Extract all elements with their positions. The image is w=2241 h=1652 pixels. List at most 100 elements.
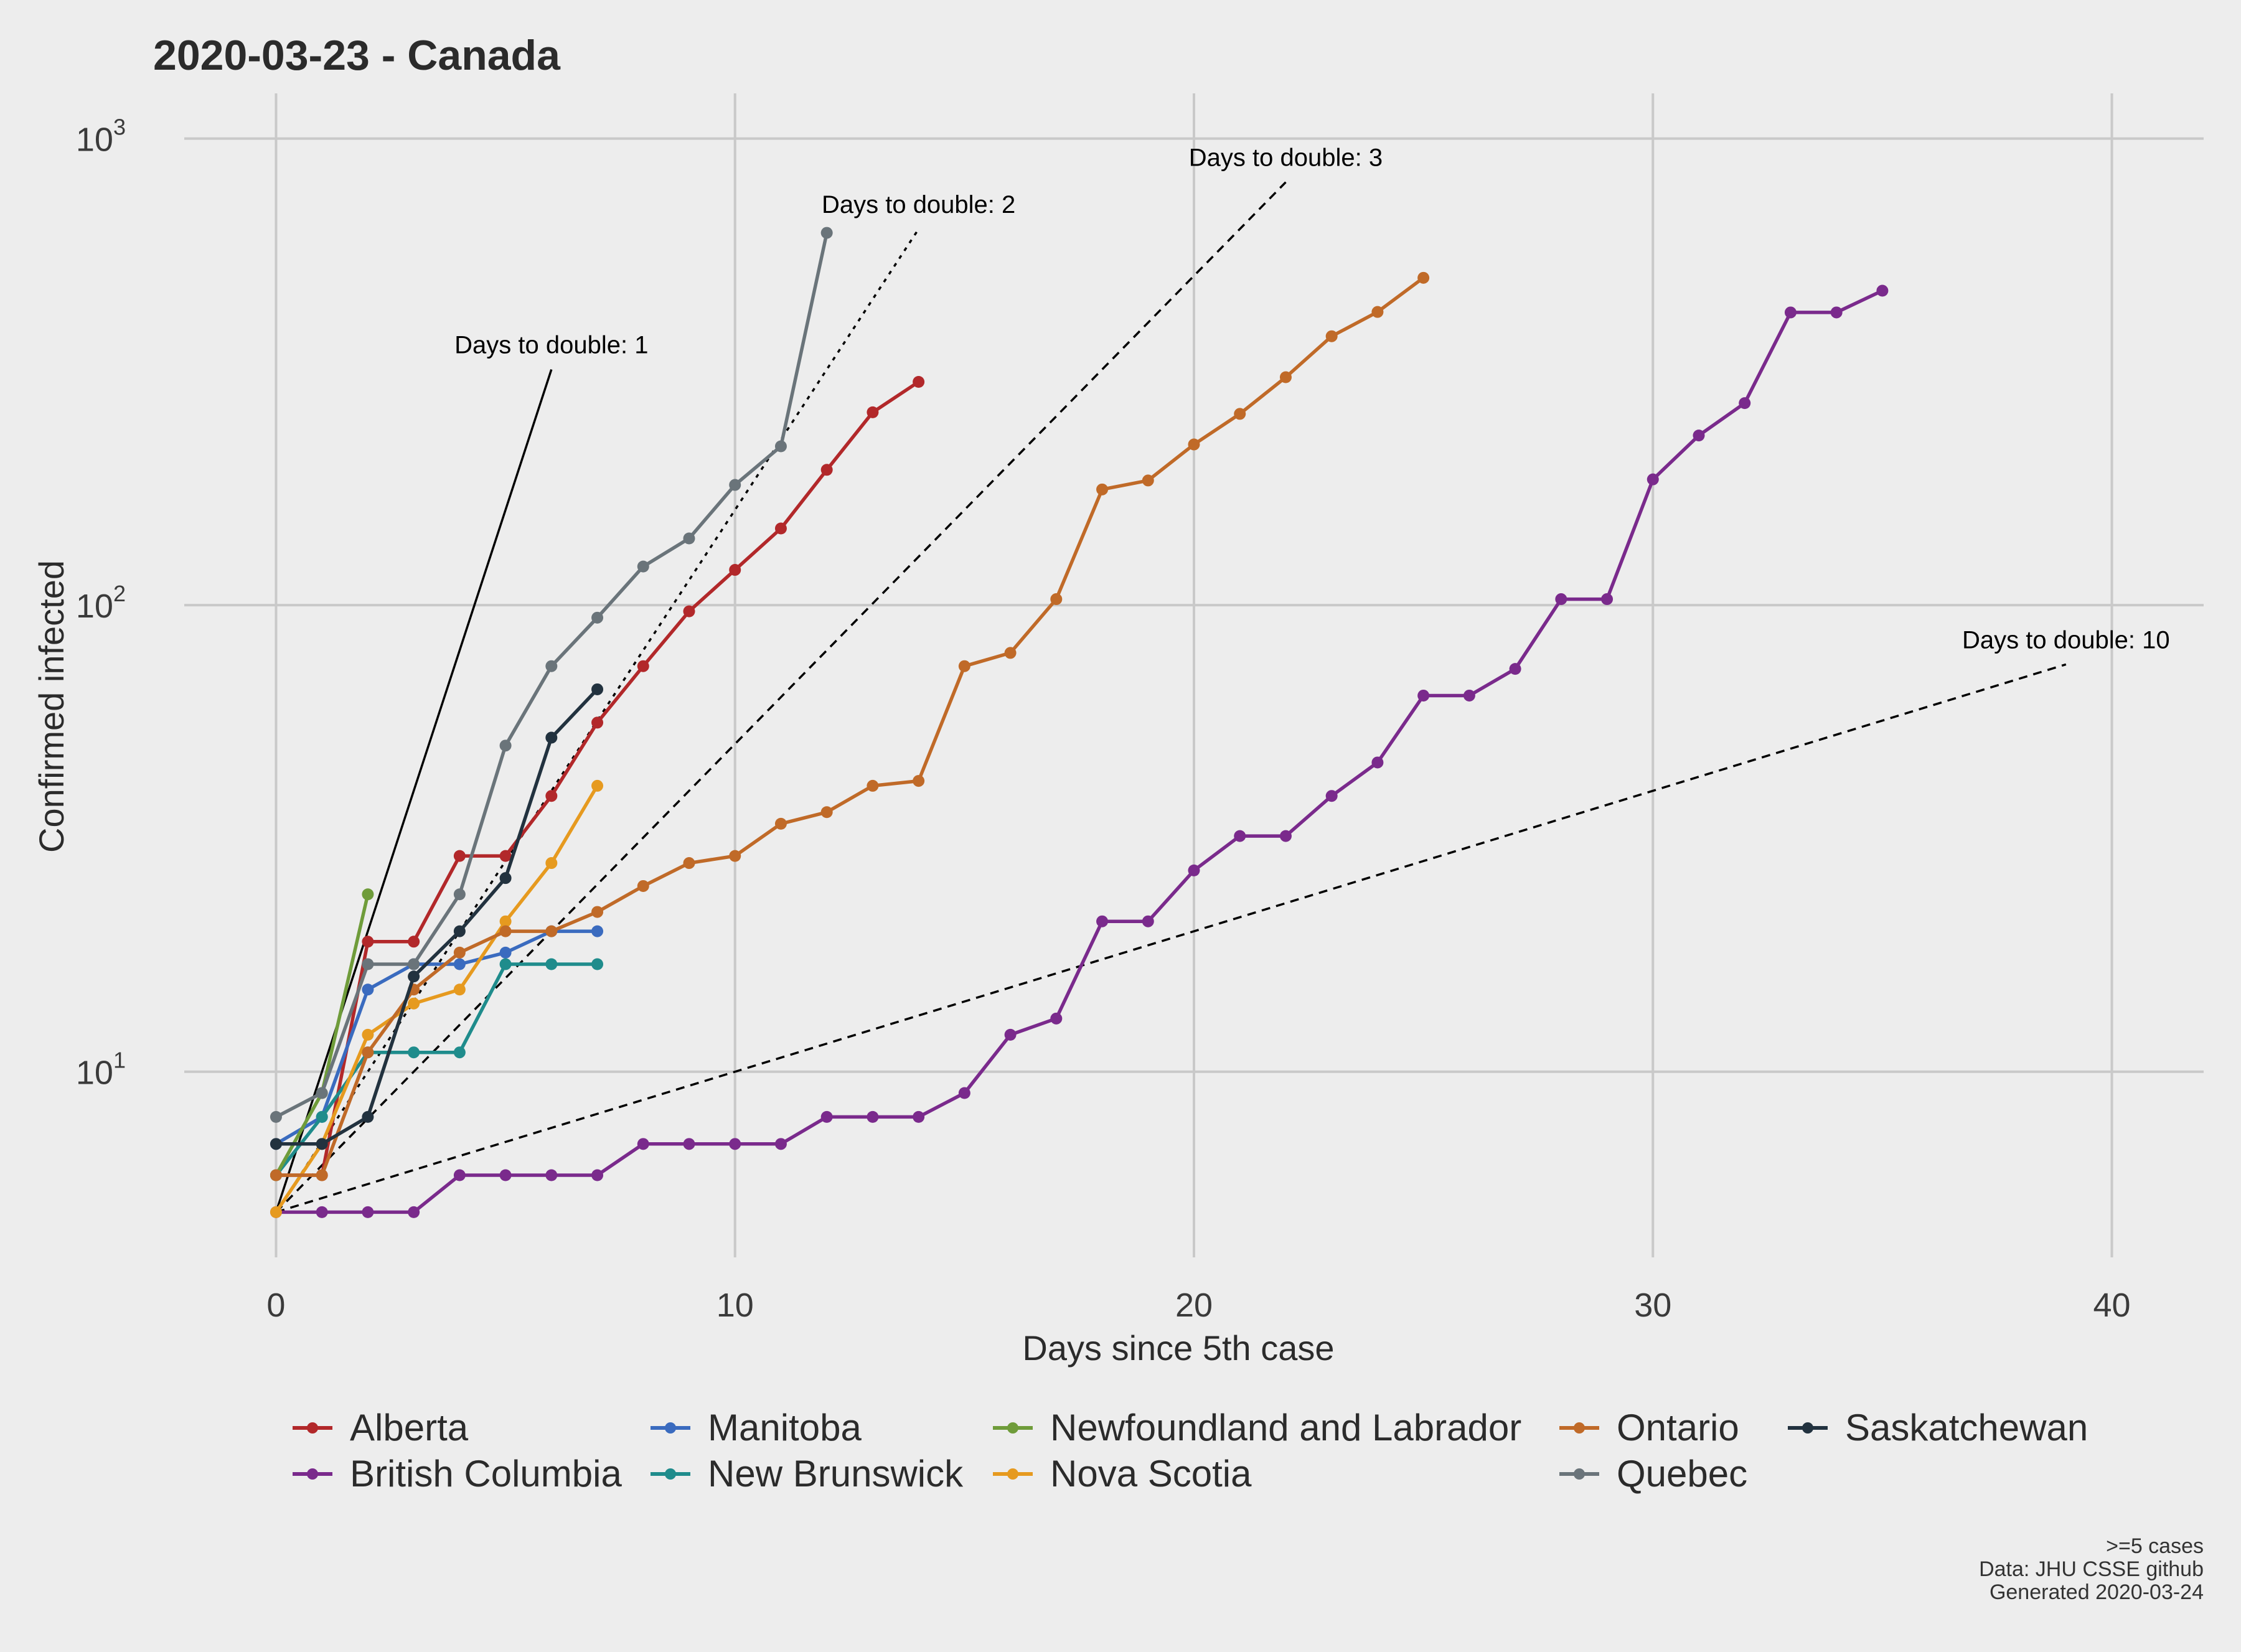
point-ontario-1 [316, 1169, 328, 1181]
point-alberta-5 [499, 850, 512, 862]
x-axis-label: Days since 5th case [1022, 1328, 1334, 1368]
caption-line-1: Data: JHU CSSE github [1979, 1557, 2204, 1581]
point-ontario-7 [591, 906, 604, 918]
point-british-columbia-1 [316, 1206, 328, 1218]
legend-label-ontario: Ontario [1617, 1407, 1739, 1448]
series-nova-scotia [270, 779, 604, 1218]
series-line-nova-scotia [275, 784, 599, 1213]
point-ontario-14 [913, 775, 925, 787]
point-nova-scotia-6 [545, 857, 558, 870]
point-quebec-1 [316, 1087, 328, 1099]
point-alberta-9 [683, 605, 695, 617]
legend-label-quebec: Quebec [1617, 1453, 1747, 1495]
point-british-columbia-21 [1234, 830, 1246, 842]
point-new-brunswick-3 [408, 1046, 420, 1059]
point-ontario-20 [1188, 438, 1200, 451]
point-quebec-4 [453, 888, 466, 901]
point-nova-scotia-5 [499, 915, 512, 927]
legend-swatch-point [1574, 1468, 1585, 1480]
y-tick-label-100: 102 [76, 581, 126, 625]
point-british-columbia-16 [1004, 1028, 1017, 1041]
legend-label-manitoba: Manitoba [708, 1407, 862, 1448]
point-british-columbia-22 [1279, 830, 1292, 842]
point-saskatchewan-3 [408, 970, 420, 983]
legend-label-newfoundland-and-labrador: Newfoundland and Labrador [1050, 1407, 1521, 1448]
chart-title: 2020-03-23 - Canada [153, 32, 561, 79]
point-ontario-9 [683, 857, 695, 870]
point-british-columbia-20 [1188, 864, 1200, 876]
point-british-columbia-33 [1784, 306, 1797, 319]
point-british-columbia-9 [683, 1138, 695, 1150]
series-line-alberta [276, 380, 920, 1177]
point-ontario-8 [637, 880, 649, 892]
point-quebec-12 [820, 227, 833, 239]
point-manitoba-5 [499, 946, 512, 959]
x-tick-label-10: 10 [716, 1287, 754, 1324]
point-ontario-18 [1096, 483, 1109, 495]
point-british-columbia-18 [1096, 915, 1109, 927]
point-british-columbia-4 [453, 1169, 466, 1181]
legend-item-ontario: Ontario [1559, 1407, 1739, 1448]
legend-item-alberta: Alberta [293, 1407, 469, 1448]
series-saskatchewan [270, 683, 604, 1150]
point-manitoba-7 [591, 925, 604, 937]
x-tick-label-20: 20 [1175, 1287, 1213, 1324]
series-line-saskatchewan [276, 688, 599, 1146]
point-british-columbia-24 [1371, 756, 1384, 769]
point-british-columbia-15 [958, 1087, 970, 1099]
point-british-columbia-2 [362, 1206, 374, 1218]
point-quebec-8 [637, 560, 649, 573]
reference-label-days-to-double-3: Days to double: 3 [1189, 144, 1383, 172]
x-tick-label-0: 0 [266, 1287, 285, 1324]
point-alberta-2 [362, 936, 374, 948]
legend-swatch-point [665, 1468, 676, 1480]
legend-label-saskatchewan: Saskatchewan [1845, 1407, 2088, 1448]
gridlines [184, 93, 2204, 1257]
point-alberta-13 [867, 406, 879, 418]
point-british-columbia-29 [1601, 593, 1614, 606]
point-saskatchewan-0 [270, 1138, 282, 1150]
legend-swatch-point [1007, 1468, 1018, 1480]
legend-swatch-point [307, 1422, 318, 1434]
point-quebec-3 [408, 958, 420, 970]
point-alberta-3 [408, 936, 420, 948]
x-tick-label-40: 40 [2093, 1287, 2131, 1324]
legend-label-new-brunswick: New Brunswick [708, 1453, 964, 1495]
caption-line-2: Generated 2020-03-24 [1990, 1580, 2204, 1604]
point-ontario-12 [820, 806, 833, 819]
reference-label-days-to-double-2: Days to double: 2 [822, 191, 1015, 218]
legend-item-quebec: Quebec [1559, 1453, 1747, 1495]
point-british-columbia-13 [867, 1110, 879, 1123]
point-ontario-24 [1371, 306, 1384, 318]
legend-item-british-columbia: British Columbia [293, 1453, 622, 1495]
point-ontario-17 [1050, 593, 1063, 606]
point-ontario-19 [1142, 474, 1154, 487]
series-line-manitoba [275, 929, 598, 1146]
point-nova-scotia-3 [408, 997, 420, 1010]
point-manitoba-2 [362, 983, 374, 996]
point-ontario-5 [499, 925, 512, 937]
legend-label-british-columbia: British Columbia [350, 1453, 622, 1495]
y-tick-label-10: 101 [76, 1048, 126, 1092]
legend-swatch-point [1802, 1422, 1813, 1434]
point-alberta-14 [913, 375, 925, 388]
axis-ticks: 0 10 20 30 40 101 102 103 [76, 115, 2131, 1324]
point-british-columbia-19 [1142, 915, 1154, 927]
legend-item-newfoundland-and-labrador: Newfoundland and Labrador [993, 1407, 1521, 1448]
legend-swatch-point [1574, 1422, 1585, 1434]
point-ontario-21 [1234, 408, 1246, 420]
point-british-columbia-34 [1830, 306, 1843, 319]
point-british-columbia-23 [1325, 790, 1338, 802]
point-nova-scotia-4 [453, 983, 466, 996]
reference-lines: Days to double: 1 Days to double: 2 Days t… [275, 144, 2170, 1214]
point-alberta-10 [729, 564, 741, 576]
point-british-columbia-5 [499, 1169, 512, 1181]
point-british-columbia-31 [1693, 429, 1705, 442]
point-alberta-6 [545, 790, 558, 802]
point-nova-scotia-0 [270, 1206, 282, 1218]
reference-label-days-to-double-1: Days to double: 1 [454, 332, 648, 359]
point-alberta-7 [591, 716, 604, 729]
point-british-columbia-32 [1739, 397, 1751, 410]
point-ontario-2 [362, 1046, 374, 1059]
point-alberta-4 [453, 850, 466, 862]
